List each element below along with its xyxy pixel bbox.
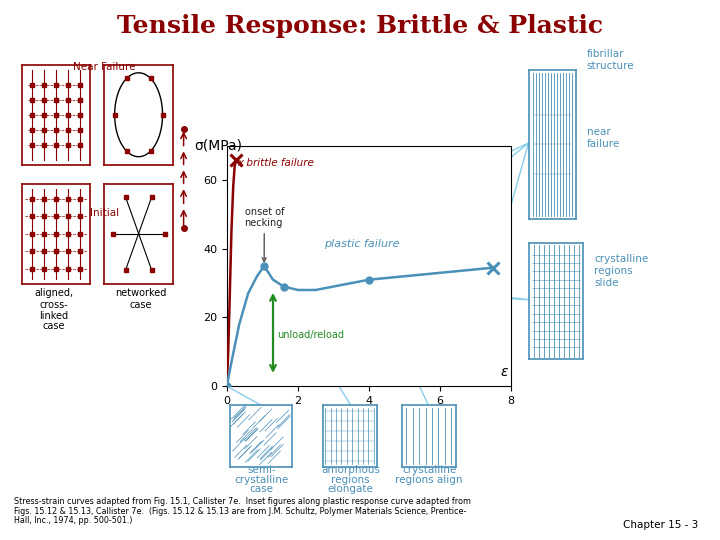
Text: semi-: semi-	[247, 465, 276, 475]
Text: Tensile Response: Brittle & Plastic: Tensile Response: Brittle & Plastic	[117, 14, 603, 37]
Text: regions: regions	[594, 266, 633, 276]
Text: crystalline: crystalline	[594, 254, 648, 264]
Text: onset of
necking: onset of necking	[245, 207, 284, 261]
Text: Stress-strain curves adapted from Fig. 15.1, Callister 7e.  Inset figures along : Stress-strain curves adapted from Fig. 1…	[14, 497, 472, 506]
Text: aligned,: aligned,	[35, 288, 73, 298]
Text: Chapter 15 - 3: Chapter 15 - 3	[623, 520, 698, 530]
Text: failure: failure	[587, 139, 620, 149]
Text: cross-: cross-	[40, 300, 68, 310]
Text: ε: ε	[500, 365, 508, 379]
Text: structure: structure	[587, 60, 634, 71]
Text: case: case	[249, 484, 274, 495]
Text: Hall, Inc., 1974, pp. 500-501.): Hall, Inc., 1974, pp. 500-501.)	[14, 516, 133, 525]
Text: near: near	[587, 127, 611, 137]
Text: unload/reload: unload/reload	[277, 329, 344, 340]
Text: crystalline: crystalline	[402, 465, 456, 475]
Text: slide: slide	[594, 278, 618, 288]
Text: linked: linked	[40, 310, 68, 321]
Text: regions align: regions align	[395, 475, 463, 485]
Text: Figs. 15.12 & 15.13, Callister 7e.  (Figs. 15.12 & 15.13 are from J.M. Schultz, : Figs. 15.12 & 15.13, Callister 7e. (Figs…	[14, 507, 467, 516]
Text: amorphous: amorphous	[321, 465, 380, 475]
Text: x brittle failure: x brittle failure	[238, 158, 315, 168]
Text: case: case	[42, 321, 66, 332]
Text: case: case	[129, 300, 152, 310]
Text: elongate: elongate	[328, 484, 374, 495]
Text: regions: regions	[331, 475, 370, 485]
Text: plastic failure: plastic failure	[324, 239, 400, 249]
Text: Near Failure: Near Failure	[73, 62, 135, 72]
Text: Initial: Initial	[90, 208, 119, 218]
Text: networked: networked	[114, 288, 166, 298]
Text: crystalline: crystalline	[234, 475, 289, 485]
Text: σ(MPa): σ(MPa)	[194, 139, 243, 153]
Text: fibrillar: fibrillar	[587, 49, 624, 59]
